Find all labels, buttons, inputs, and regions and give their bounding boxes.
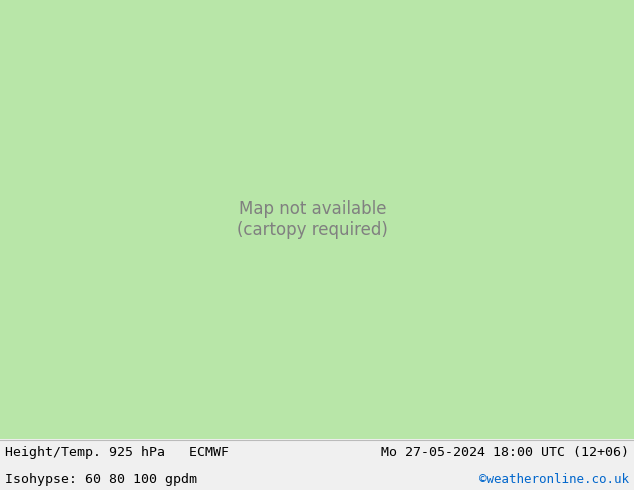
Text: Isohypse: 60 80 100 gpdm: Isohypse: 60 80 100 gpdm [5, 473, 197, 486]
Text: ©weatheronline.co.uk: ©weatheronline.co.uk [479, 473, 629, 486]
Text: Mo 27-05-2024 18:00 UTC (12+06): Mo 27-05-2024 18:00 UTC (12+06) [381, 446, 629, 460]
Text: Height/Temp. 925 hPa   ECMWF: Height/Temp. 925 hPa ECMWF [5, 446, 229, 460]
Text: Map not available
(cartopy required): Map not available (cartopy required) [237, 200, 388, 239]
